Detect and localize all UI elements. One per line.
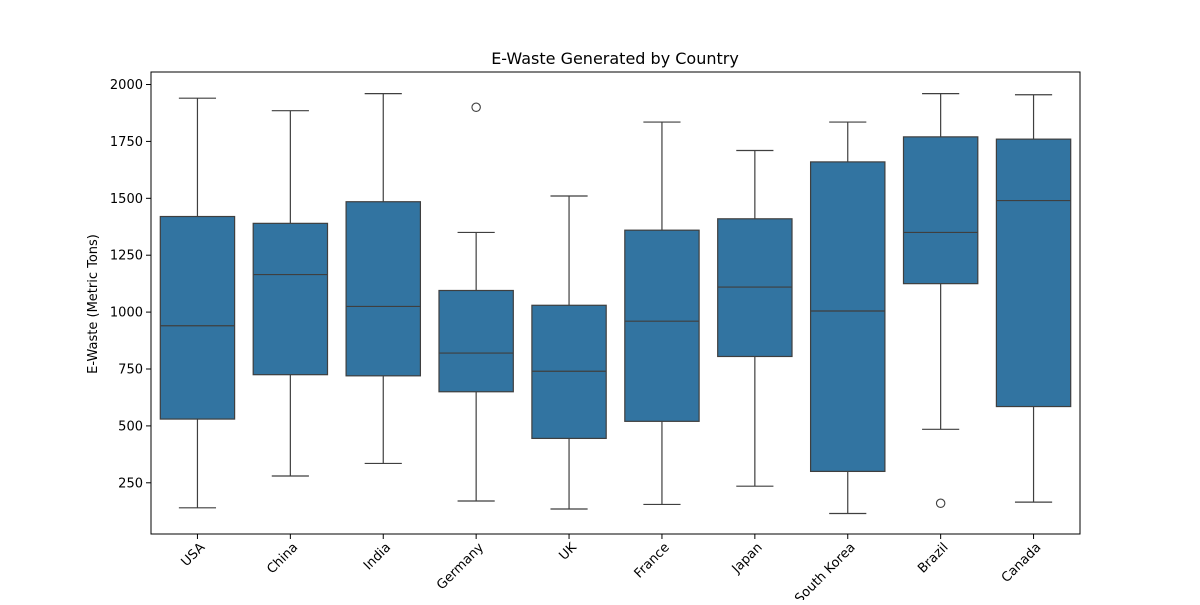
box-brazil	[902, 93, 979, 509]
y-axis: 250 500 750 1000 1250 1500 1750 2000	[110, 78, 151, 491]
box-china	[252, 110, 329, 477]
x-tick-label: Canada	[999, 540, 1045, 586]
x-tick-label: Germany	[434, 540, 487, 593]
box-usa	[159, 97, 236, 509]
y-tick-label: 1000	[110, 306, 143, 321]
y-tick-label: 750	[118, 363, 143, 378]
plot-frame	[150, 71, 1081, 535]
box-france	[624, 121, 700, 506]
iqr-box	[159, 215, 236, 420]
iqr-box	[252, 222, 329, 376]
x-tick-label: India	[361, 540, 394, 573]
x-tick-label: UK	[557, 540, 581, 564]
iqr-box	[624, 229, 700, 422]
x-axis: USA China India Germany UK France Japan South K…	[179, 534, 1045, 605]
box-japan	[717, 149, 793, 487]
x-tick-label: USA	[179, 540, 209, 570]
outlier-point	[935, 498, 946, 509]
iqr-box	[438, 289, 514, 393]
chart-title: E-Waste Generated by Country	[491, 49, 739, 68]
iqr-box	[902, 136, 979, 285]
x-tick-label: Brazil	[915, 540, 951, 576]
box-south-korea	[809, 121, 886, 515]
box-india	[345, 93, 422, 465]
box-series	[159, 93, 1072, 515]
y-tick-label: 250	[118, 476, 143, 491]
y-tick-label: 1750	[110, 135, 143, 150]
outlier-point	[471, 102, 481, 113]
x-tick-label: Japan	[729, 540, 766, 577]
box-uk	[531, 195, 607, 510]
iqr-box	[995, 138, 1072, 408]
x-tick-label: South Korea	[792, 540, 858, 600]
y-tick-label: 1250	[110, 249, 143, 264]
box-germany	[438, 102, 514, 502]
iqr-box	[809, 161, 886, 473]
y-tick-label: 500	[118, 419, 143, 434]
box-canada	[995, 94, 1072, 503]
x-tick-label: France	[632, 540, 673, 581]
y-axis-label: E-Waste (Metric Tons)	[86, 234, 101, 374]
x-tick-label: China	[264, 540, 301, 577]
y-tick-label: 2000	[110, 78, 143, 93]
iqr-box	[345, 201, 422, 377]
y-tick-label: 1500	[110, 192, 143, 207]
